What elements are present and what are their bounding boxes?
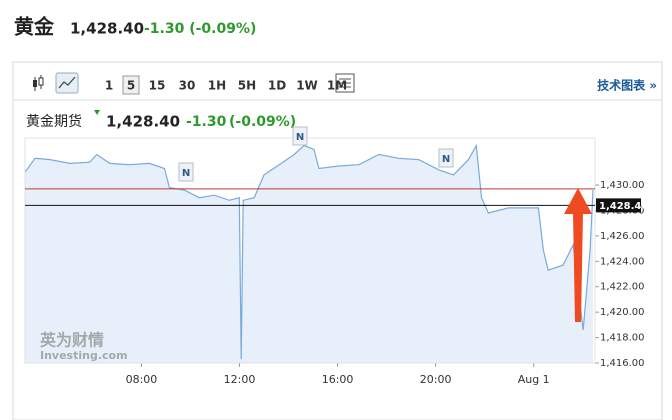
header-change: -1.30 (-0.09%) (144, 21, 256, 37)
x-tick-label: Aug 1 (518, 373, 550, 386)
header-price: 1,428.40 (70, 20, 144, 38)
watermark-en: Investing.com (40, 349, 128, 362)
interval-button[interactable]: 1D (268, 79, 286, 93)
price-tag-label: 1,428.40 (599, 201, 648, 212)
y-tick-label: 1,430.00 (600, 180, 645, 191)
plot-border (24, 137, 596, 364)
down-marker (94, 110, 100, 115)
chart-change-pct: (-0.09%) (229, 114, 296, 130)
interval-button[interactable]: 5H (238, 79, 256, 93)
interval-button[interactable]: 1M (327, 79, 347, 93)
price-line (24, 143, 594, 360)
widget-frame (12, 61, 663, 420)
candle-icon[interactable] (33, 75, 44, 91)
y-tick-label: 1,418.00 (600, 333, 645, 344)
area (25, 145, 593, 363)
price-tag (596, 198, 641, 213)
x-tick-label: 08:00 (126, 373, 158, 386)
tech-chart-link[interactable]: 技术图表 » (597, 78, 657, 93)
line-icon[interactable] (55, 72, 79, 94)
chart-price: 1,428.40 (106, 113, 180, 131)
y-tick-label: 1,426.00 (600, 231, 645, 242)
y-tick-label: 1,416.00 (600, 358, 645, 369)
interval-button[interactable]: 15 (149, 79, 166, 93)
watermark-cn: 英为财情 (39, 331, 104, 350)
red-arrow (564, 188, 592, 322)
table-icon[interactable] (335, 73, 355, 93)
chart-change: -1.30 (186, 114, 227, 130)
interval-button[interactable]: 1W (296, 79, 318, 93)
interval-button[interactable]: 1H (208, 79, 226, 93)
y-tick-label: 1,420.00 (600, 307, 645, 318)
news-marker-label[interactable]: N (296, 132, 304, 143)
chart-title: 黄金期货 (26, 113, 82, 130)
x-tick-label: 20:00 (420, 373, 452, 386)
news-marker-label[interactable]: N (442, 154, 450, 165)
news-marker-label[interactable]: N (182, 168, 190, 179)
y-tick-label: 1,424.00 (600, 256, 645, 267)
news-marker[interactable] (438, 148, 454, 168)
page-title: 黄金 (14, 15, 55, 39)
interval-button[interactable]: 1 (105, 79, 113, 93)
interval-selected (122, 75, 140, 95)
interval-button[interactable]: 5 (127, 79, 135, 93)
interval-button[interactable]: 30 (179, 79, 196, 93)
plot (24, 137, 599, 367)
news-marker[interactable] (178, 162, 194, 182)
x-tick-label: 12:00 (224, 373, 256, 386)
y-tick-label: 1,422.00 (600, 282, 645, 293)
news-marker[interactable] (292, 126, 308, 146)
x-tick-label: 16:00 (322, 373, 354, 386)
